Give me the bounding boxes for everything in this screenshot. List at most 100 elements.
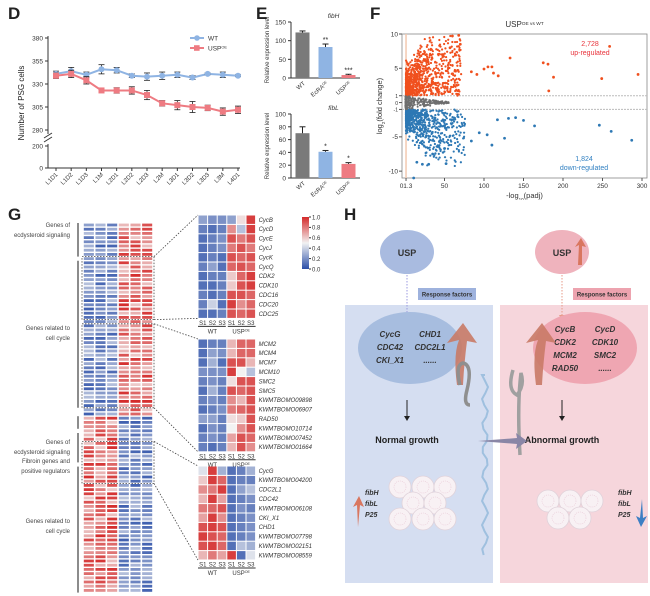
up-point	[410, 75, 414, 78]
up-point	[455, 50, 458, 54]
heatmap-cell	[118, 223, 129, 227]
zoom-heatmap-1: CycBCycDCycECycJCycKCycQCDK2CDK10CDC16CD…	[198, 215, 279, 335]
y-tick-label: 1	[395, 94, 398, 100]
left-fib-gene-label: fibH	[365, 490, 380, 497]
heatmap-cell	[246, 358, 256, 367]
heatmap-cell	[208, 541, 217, 551]
up-point	[416, 55, 419, 58]
down-point	[454, 141, 457, 145]
heatmap-cell	[95, 467, 106, 470]
heatmap-cell	[208, 442, 217, 452]
up-point	[410, 59, 414, 62]
column-label: S3	[218, 321, 226, 327]
heatmap-cell	[107, 572, 118, 575]
heatmap-cell	[130, 517, 141, 521]
heatmap-cell	[236, 532, 246, 541]
heatmap-cell	[217, 494, 227, 504]
heatmap-cell	[227, 271, 236, 281]
cell-nucleus	[428, 496, 442, 510]
heatmap-cell	[118, 479, 129, 483]
up-point	[439, 45, 442, 48]
y-tick-label: 380	[32, 36, 43, 43]
ns-point	[419, 99, 422, 102]
down-point	[423, 145, 426, 148]
up-arrow-icon	[575, 238, 586, 265]
down-point	[445, 140, 448, 143]
up-point	[449, 51, 452, 54]
ns-point	[410, 103, 413, 106]
heatmap-cell	[95, 547, 106, 550]
heatmap-cell	[217, 224, 227, 234]
heatmap-cell	[227, 513, 236, 522]
up-point	[419, 47, 422, 50]
up-point	[428, 73, 432, 76]
x-tick-label: WT	[296, 181, 307, 192]
significance-mark: ***	[344, 67, 352, 74]
data-point	[174, 102, 181, 109]
heatmap-cell	[130, 299, 141, 302]
heatmap-cell	[83, 345, 94, 349]
group-label-2: Genes of	[46, 440, 71, 446]
heatmap-cell	[83, 341, 94, 344]
column-label: S2	[238, 454, 246, 460]
heatmap-cell	[118, 303, 129, 307]
up-point	[428, 83, 432, 86]
heatmap-cell	[95, 563, 106, 567]
heatmap-cell	[227, 262, 236, 271]
heatmap-cell	[83, 408, 94, 412]
heatmap-cell	[130, 227, 141, 231]
heatmap-cell	[118, 547, 129, 550]
down-point	[444, 127, 447, 130]
heatmap-cell	[130, 379, 141, 382]
heatmap-cell	[130, 395, 141, 399]
up-point	[449, 63, 452, 67]
heatmap-cell	[107, 345, 118, 349]
heatmap-cell	[142, 332, 153, 336]
up-point	[418, 53, 421, 57]
heatmap-cell	[83, 223, 94, 227]
up-point	[458, 49, 461, 52]
down-point	[443, 156, 447, 159]
heatmap-cell	[227, 414, 236, 424]
up-point	[452, 77, 455, 80]
column-label: S2	[209, 454, 217, 460]
heatmap-cell	[118, 391, 129, 395]
up-point	[449, 87, 452, 91]
up-point	[438, 75, 441, 79]
up-point	[435, 64, 438, 67]
up-point	[600, 77, 604, 80]
gene-label: CHD1	[259, 525, 275, 531]
up-point	[450, 85, 453, 88]
heatmap-cell	[208, 475, 217, 485]
down-point	[412, 118, 415, 121]
down-point	[434, 119, 438, 122]
down-point	[436, 131, 440, 134]
heatmap-cell	[198, 243, 208, 253]
heatmap-cell	[118, 463, 129, 466]
heatmap-cell	[198, 271, 208, 281]
heatmap-cell	[236, 504, 246, 513]
down-point	[463, 153, 466, 156]
heatmap-cell	[95, 576, 106, 580]
heatmap-cell	[236, 234, 246, 243]
up-point	[458, 42, 462, 46]
heatmap-cell	[95, 366, 106, 370]
heatmap-cell	[95, 433, 106, 437]
down-point	[452, 134, 455, 137]
heatmap-cell	[83, 568, 94, 571]
down-point	[416, 122, 419, 126]
heatmap-cell	[208, 532, 217, 541]
heatmap-cell	[227, 215, 236, 224]
heatmap-cell	[142, 282, 153, 286]
ns-point	[409, 98, 412, 101]
colorbar-tick-label: 0.8	[312, 226, 321, 232]
fib-down-arrow-icon	[636, 499, 647, 527]
left-gene-label: ......	[423, 356, 436, 365]
heatmap-cell	[246, 215, 256, 224]
heatmap-cell	[130, 349, 141, 353]
heatmap-cell	[95, 572, 106, 575]
gene-label: KWMTBOMO09898	[259, 398, 313, 404]
heatmap-cell	[107, 324, 118, 328]
heatmap-cell	[208, 522, 217, 532]
up-point	[424, 53, 427, 57]
